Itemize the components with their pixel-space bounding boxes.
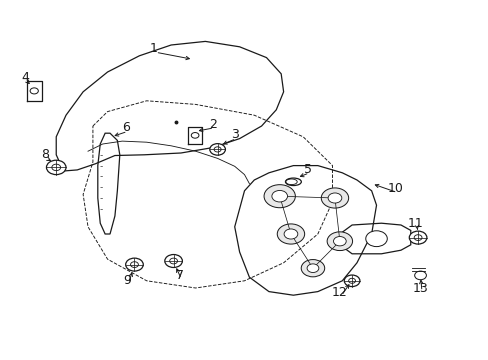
Circle shape (344, 275, 359, 287)
Text: 3: 3 (230, 129, 238, 141)
Text: 10: 10 (387, 183, 403, 195)
Circle shape (271, 190, 287, 202)
Circle shape (326, 232, 352, 251)
Circle shape (327, 193, 341, 203)
Circle shape (408, 231, 426, 244)
Text: 5: 5 (304, 163, 311, 176)
Circle shape (333, 237, 346, 246)
Circle shape (365, 231, 386, 247)
Circle shape (321, 188, 348, 208)
Circle shape (301, 260, 324, 277)
Ellipse shape (285, 178, 301, 185)
Circle shape (414, 271, 426, 280)
Text: 11: 11 (407, 217, 423, 230)
Text: 1: 1 (150, 42, 158, 55)
Text: 6: 6 (122, 121, 130, 134)
Circle shape (209, 144, 225, 155)
Circle shape (164, 255, 182, 267)
Circle shape (284, 229, 297, 239)
Text: 4: 4 (21, 71, 29, 84)
Text: 13: 13 (412, 282, 427, 294)
Circle shape (264, 185, 295, 208)
Circle shape (46, 160, 66, 175)
Circle shape (125, 258, 143, 271)
Text: 8: 8 (41, 148, 49, 161)
Text: 12: 12 (331, 286, 347, 299)
Text: 7: 7 (176, 269, 183, 282)
Circle shape (277, 224, 304, 244)
Text: 9: 9 (123, 274, 131, 287)
Text: 2: 2 (208, 118, 216, 131)
Circle shape (306, 264, 318, 273)
